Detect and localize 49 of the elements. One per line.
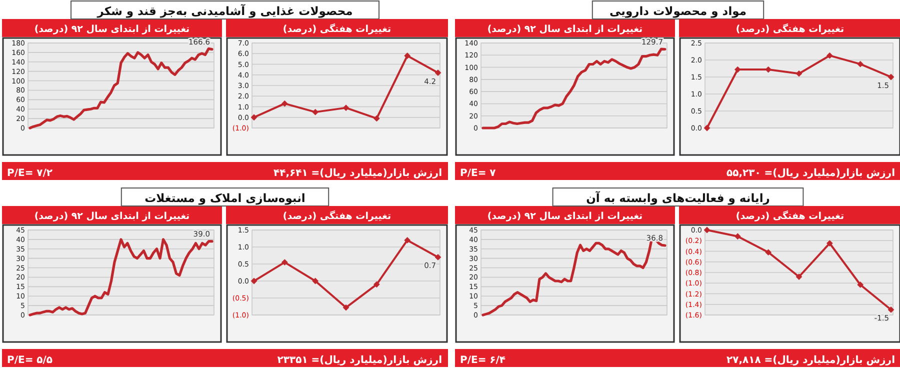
text: ارزش بازار(میلیارد ریال)= ۲۷,۸۱۸ (726, 355, 895, 366)
text: ارزش بازار(میلیارد ریال)= ۲۳۳۵۱ (277, 355, 442, 366)
point (342, 104, 350, 112)
point (826, 52, 833, 59)
point (312, 108, 319, 116)
point (250, 278, 258, 284)
text: ارزش بازار(میلیارد ریال)= ۴۴,۶۴۱ (273, 168, 442, 179)
point (281, 100, 288, 107)
chart-subtitle: تغییرات از ابتدای سال ۹۲ (درصد) (34, 24, 190, 35)
text: P/E= ۶/۴ (460, 355, 506, 366)
point (404, 237, 411, 244)
text: P/E= ۷/۲ (7, 168, 53, 179)
point (704, 226, 710, 234)
line-series (482, 48, 666, 130)
point (765, 66, 772, 73)
point (373, 115, 380, 122)
chart-title: انبوه‌سازی املاک و مستغلات (144, 191, 306, 205)
point (373, 281, 380, 288)
point (826, 240, 833, 246)
text: P/E= ۷ (460, 168, 496, 179)
point (434, 254, 442, 260)
point (342, 304, 350, 311)
point (765, 249, 772, 256)
chart-subtitle: تغییرات هفتگی (درصد) (282, 23, 392, 35)
point (888, 74, 894, 80)
chart-subtitle: تغییرات هفتگی (درصد) (736, 23, 844, 35)
point (857, 282, 864, 288)
point (857, 60, 864, 68)
line-series (28, 238, 214, 316)
text: ارزش بازار(میلیارد ریال)= ۵۵,۲۳۰ (726, 168, 895, 179)
point (888, 306, 894, 313)
chart-subtitle: تغییرات از ابتدای سال ۹۲ (درصد) (34, 211, 190, 222)
chart-subtitle: تغییرات از ابتدای سال ۹۲ (درصد) (487, 211, 643, 222)
text: P/E= ۵/۵ (7, 355, 53, 366)
point (704, 124, 710, 132)
line-series (28, 47, 214, 130)
point (734, 233, 741, 240)
chart-subtitle: تغییرات از ابتدای سال ۹۲ (درصد) (487, 24, 643, 35)
point (250, 114, 258, 121)
point (312, 278, 319, 284)
point (404, 52, 411, 59)
point (734, 66, 741, 73)
point (796, 70, 802, 77)
chart-title: محصولات غذایی و آشامیدنی به‌جز قند و شکر (96, 4, 353, 18)
chart-title: مواد و محصولات دارویی (610, 4, 746, 18)
point (281, 259, 288, 266)
chart-title: رایانه و فعالیت‌های وابسته به آن (586, 191, 770, 205)
chart-subtitle: تغییرات هفتگی (درصد) (282, 210, 392, 222)
chart-subtitle: تغییرات هفتگی (درصد) (736, 210, 844, 222)
